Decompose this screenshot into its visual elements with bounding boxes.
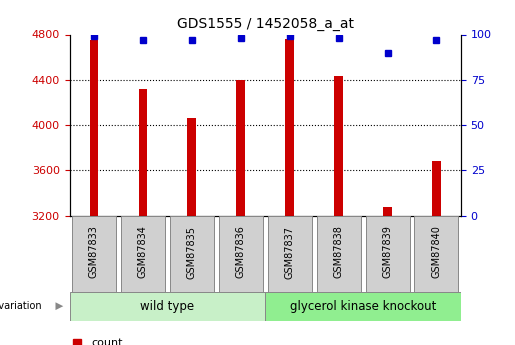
Bar bbox=[432, 161, 441, 216]
Text: GSM87839: GSM87839 bbox=[383, 226, 392, 278]
Bar bbox=[170, 216, 214, 292]
Bar bbox=[415, 216, 458, 292]
Bar bbox=[236, 80, 245, 216]
Bar bbox=[70, 292, 265, 321]
Title: GDS1555 / 1452058_a_at: GDS1555 / 1452058_a_at bbox=[177, 17, 354, 31]
Text: wild type: wild type bbox=[140, 300, 195, 313]
Text: GSM87835: GSM87835 bbox=[187, 226, 197, 278]
Text: GSM87834: GSM87834 bbox=[138, 226, 148, 278]
Bar bbox=[383, 207, 392, 216]
Bar bbox=[366, 216, 409, 292]
Text: GSM87838: GSM87838 bbox=[334, 226, 344, 278]
Text: GSM87837: GSM87837 bbox=[285, 226, 295, 278]
Text: count: count bbox=[91, 338, 123, 345]
Bar bbox=[72, 216, 116, 292]
Bar bbox=[219, 216, 263, 292]
Text: GSM87833: GSM87833 bbox=[89, 226, 99, 278]
Text: glycerol kinase knockout: glycerol kinase knockout bbox=[290, 300, 436, 313]
Bar bbox=[139, 89, 147, 216]
Text: genotype/variation: genotype/variation bbox=[0, 300, 42, 310]
Bar bbox=[265, 292, 461, 321]
Bar bbox=[268, 216, 312, 292]
Text: GSM87840: GSM87840 bbox=[432, 226, 441, 278]
Text: GSM87836: GSM87836 bbox=[236, 226, 246, 278]
Bar bbox=[90, 40, 98, 216]
Bar bbox=[187, 118, 196, 216]
Bar bbox=[334, 76, 343, 216]
Bar bbox=[121, 216, 165, 292]
Bar bbox=[317, 216, 360, 292]
Bar bbox=[285, 39, 294, 216]
